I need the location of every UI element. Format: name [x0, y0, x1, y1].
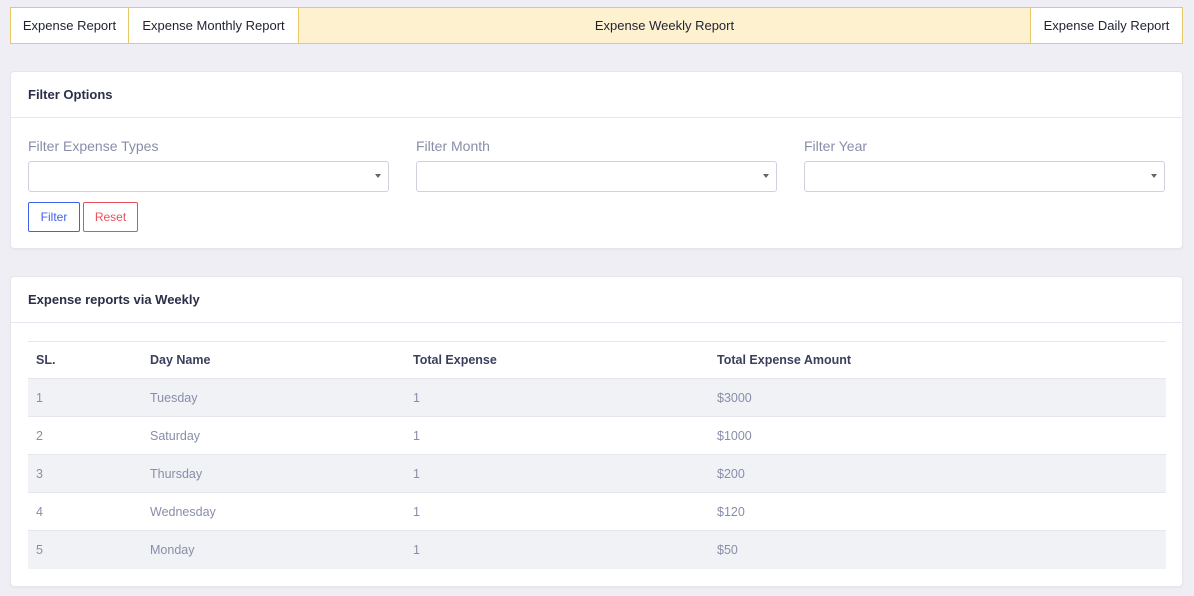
expense-type-filter-group: Filter Expense Types — [28, 138, 389, 192]
tab-expense-weekly-report[interactable]: Expense Weekly Report — [299, 8, 1031, 43]
expense-type-select[interactable] — [28, 161, 389, 192]
cell-total-expense: 1 — [413, 504, 420, 519]
report-table-wrapper: SL. Day Name Total Expense Total Expense… — [28, 341, 1166, 569]
cell-sl: 1 — [36, 390, 43, 405]
cell-sl: 5 — [36, 542, 43, 557]
column-header-total-expense: Total Expense — [413, 353, 497, 367]
expense-type-filter-label: Filter Expense Types — [28, 138, 159, 154]
filter-button[interactable]: Filter — [28, 202, 80, 232]
report-tabs: Expense Report Expense Monthly Report Ex… — [10, 7, 1183, 44]
month-filter-group: Filter Month — [416, 138, 777, 192]
chevron-down-icon — [1151, 174, 1157, 178]
year-select[interactable] — [804, 161, 1165, 192]
cell-day-name: Tuesday — [150, 390, 198, 405]
column-header-sl: SL. — [36, 353, 56, 367]
cell-total-expense-amount: $3000 — [717, 390, 752, 405]
year-filter-group: Filter Year — [804, 138, 1165, 192]
table-row: 4 Wednesday 1 $120 — [28, 493, 1166, 531]
cell-day-name: Thursday — [150, 466, 203, 481]
table-row: 3 Thursday 1 $200 — [28, 454, 1166, 493]
cell-total-expense: 1 — [413, 542, 420, 557]
table-header-row: SL. Day Name Total Expense Total Expense… — [28, 341, 1166, 379]
cell-total-expense: 1 — [413, 390, 420, 405]
cell-total-expense-amount: $120 — [717, 504, 745, 519]
column-header-day-name: Day Name — [150, 353, 211, 367]
cell-total-expense-amount: $1000 — [717, 428, 752, 443]
filter-options-title: Filter Options — [11, 72, 1182, 118]
cell-sl: 2 — [36, 428, 43, 443]
tab-expense-monthly-report[interactable]: Expense Monthly Report — [129, 8, 299, 43]
chevron-down-icon — [375, 174, 381, 178]
table-row: 1 Tuesday 1 $3000 — [28, 378, 1166, 417]
month-select[interactable] — [416, 161, 777, 192]
cell-sl: 3 — [36, 466, 43, 481]
tab-expense-daily-report[interactable]: Expense Daily Report — [1031, 8, 1182, 43]
cell-sl: 4 — [36, 504, 43, 519]
cell-day-name: Wednesday — [150, 504, 216, 519]
filter-options-card: Filter Options Filter Expense Types Filt… — [10, 71, 1183, 249]
month-filter-label: Filter Month — [416, 138, 490, 154]
filter-form: Filter Expense Types Filter Month Filter… — [11, 118, 1182, 249]
tab-expense-report[interactable]: Expense Report — [11, 8, 129, 43]
column-header-total-expense-amount: Total Expense Amount — [717, 353, 852, 367]
year-filter-label: Filter Year — [804, 138, 868, 154]
table-row: 2 Saturday 1 $1000 — [28, 417, 1166, 455]
expense-report-table: SL. Day Name Total Expense Total Expense… — [28, 341, 1166, 569]
weekly-report-card: Expense reports via Weekly SL. Day Name … — [10, 276, 1183, 587]
weekly-report-title: Expense reports via Weekly — [11, 277, 1182, 323]
cell-total-expense-amount: $50 — [717, 542, 738, 557]
cell-total-expense-amount: $200 — [717, 466, 745, 481]
cell-day-name: Monday — [150, 542, 195, 557]
cell-total-expense: 1 — [413, 466, 420, 481]
cell-day-name: Saturday — [150, 428, 201, 443]
reset-button[interactable]: Reset — [83, 202, 138, 232]
chevron-down-icon — [763, 174, 769, 178]
cell-total-expense: 1 — [413, 428, 420, 443]
table-row: 5 Monday 1 $50 — [28, 530, 1166, 569]
